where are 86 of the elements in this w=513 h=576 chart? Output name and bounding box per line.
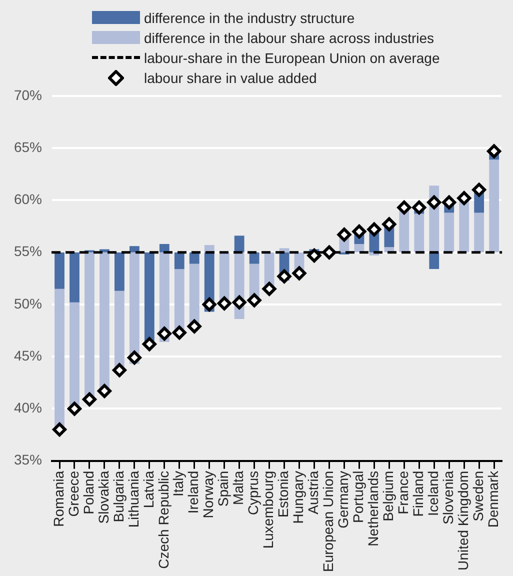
- bar: [114, 252, 124, 291]
- x-tick-label: Estonia: [275, 470, 292, 518]
- x-tick-label: Hungary: [290, 470, 306, 524]
- legend-label: difference in the industry structure: [144, 10, 355, 26]
- y-tick-label: 35%: [14, 452, 42, 468]
- bar: [474, 212, 484, 252]
- point: [202, 297, 216, 312]
- y-tick-label: 65%: [14, 138, 42, 155]
- x-tick-label: Ireland: [185, 470, 202, 514]
- x-tick-label: Malta: [230, 470, 246, 506]
- x-tick-label: Bulgaria: [110, 470, 126, 522]
- point: [412, 200, 426, 215]
- x-tick-label: Slovakia: [95, 470, 112, 524]
- point: [142, 337, 156, 352]
- bar: [129, 252, 140, 364]
- x-tick-label: Spain: [215, 470, 232, 507]
- point: [277, 269, 292, 284]
- point: [232, 295, 246, 310]
- point: [82, 392, 96, 406]
- point: [127, 350, 142, 365]
- point: [487, 144, 502, 158]
- point: [337, 228, 352, 242]
- bar: [489, 160, 500, 252]
- legend-label: labour-share in the European Union on average: [144, 50, 440, 66]
- point: [172, 326, 186, 340]
- point: [367, 222, 382, 236]
- point: [112, 363, 126, 378]
- x-tick-label: Czech Republic: [155, 470, 172, 569]
- bar: [354, 244, 364, 252]
- point: [262, 282, 276, 296]
- point: [52, 422, 67, 437]
- bar: [54, 252, 64, 289]
- legend-label: labour share in value added: [144, 70, 317, 86]
- legend-label: difference in the labour share across industries: [144, 30, 434, 46]
- x-tick-label: Sweden: [470, 470, 486, 522]
- point: [457, 191, 472, 206]
- x-tick-label: Cyprus: [245, 470, 262, 516]
- x-tick-label: Austria: [305, 470, 322, 514]
- point: [472, 182, 486, 197]
- x-tick-label: Latvia: [140, 470, 156, 508]
- point: [322, 245, 336, 260]
- point: [67, 402, 82, 416]
- x-tick-label: European Union: [320, 470, 336, 572]
- x-tick-label: Romania: [50, 470, 66, 527]
- y-tick-label: 55%: [14, 243, 42, 260]
- bar: [429, 252, 440, 270]
- x-tick-label: Poland: [80, 470, 96, 514]
- point: [427, 195, 442, 210]
- bar: [174, 252, 184, 270]
- x-tick-label: Finland: [410, 470, 426, 517]
- x-tick-label: Germany: [335, 470, 352, 528]
- bar: [249, 252, 260, 264]
- y-tick-label: 40%: [14, 400, 42, 416]
- x-tick-label: Italy: [170, 470, 186, 496]
- x-tick-label: Luxembourg: [260, 470, 276, 549]
- x-tick-label: Slovenia: [440, 470, 456, 525]
- x-tick-label: United Kingdom: [454, 470, 471, 570]
- x-tick-label: Lithuania: [125, 470, 142, 528]
- point: [382, 217, 396, 232]
- x-tick-label: Greece: [65, 470, 82, 517]
- point: [292, 266, 306, 280]
- y-tick-label: 50%: [14, 295, 42, 312]
- point: [307, 248, 322, 262]
- x-tick-label: Norway: [200, 470, 216, 518]
- point: [97, 384, 112, 398]
- bar: [444, 212, 454, 252]
- bar: [414, 214, 424, 252]
- x-tick-label: Netherlands: [365, 470, 382, 546]
- y-tick-label: 70%: [14, 86, 42, 103]
- point: [157, 326, 172, 341]
- bar: [189, 252, 200, 264]
- y-tick-label: 45%: [14, 347, 42, 364]
- x-tick-label: Portugal: [350, 470, 366, 523]
- bar: [70, 252, 80, 302]
- x-tick-label: France: [395, 470, 412, 514]
- point: [397, 200, 412, 215]
- point: [247, 293, 262, 308]
- point: [217, 296, 232, 310]
- y-tick-label: 60%: [14, 191, 42, 208]
- bar: [234, 236, 244, 252]
- point: [187, 319, 202, 334]
- x-tick-label: Belgium: [380, 470, 396, 522]
- x-tick-label: Denmark: [484, 470, 501, 528]
- point: [352, 224, 366, 239]
- x-tick-label: Iceland: [424, 470, 441, 516]
- point: [442, 195, 456, 210]
